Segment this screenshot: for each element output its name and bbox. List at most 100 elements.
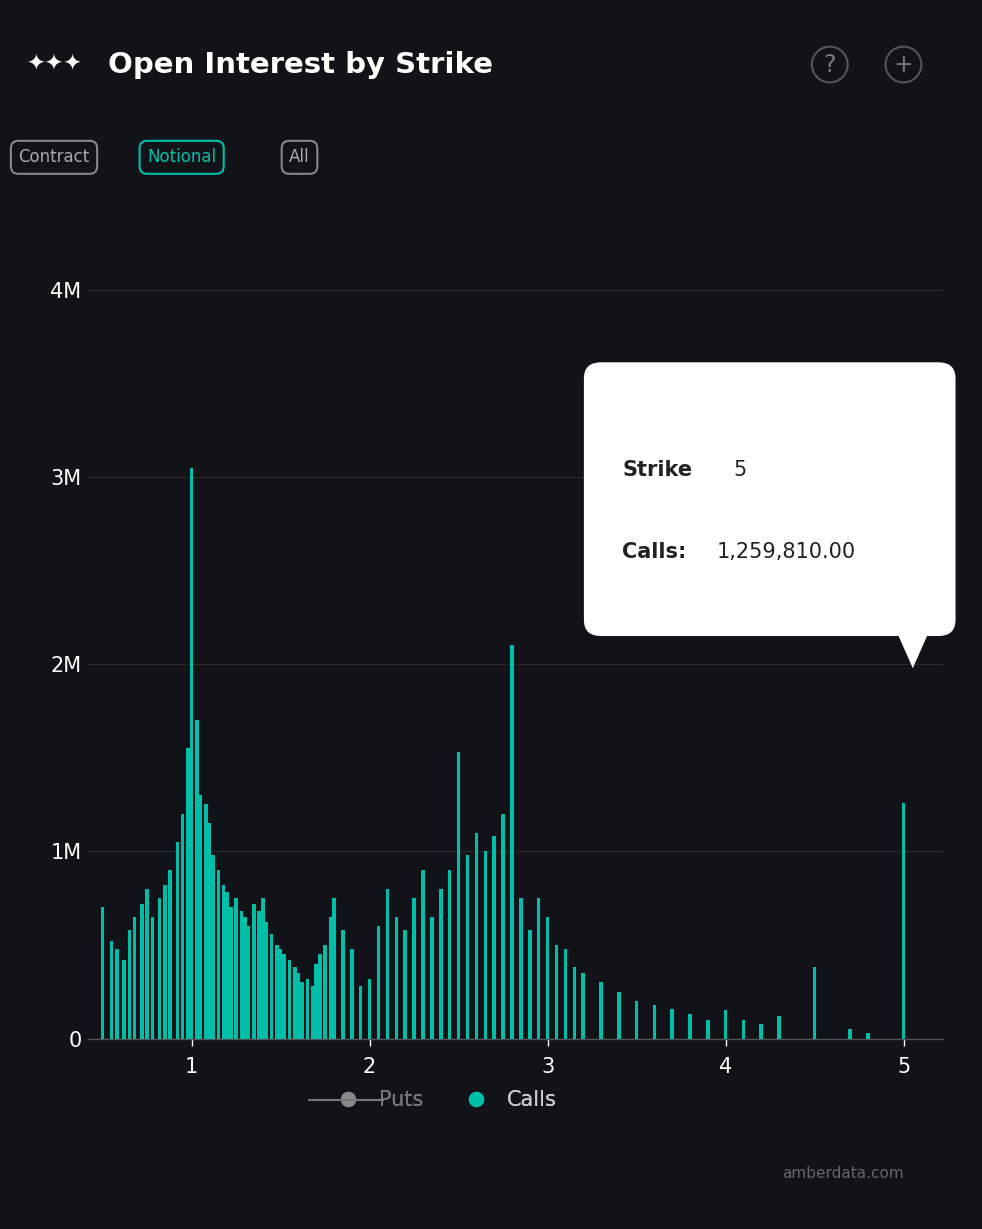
Bar bbox=[158, 898, 161, 1039]
Bar bbox=[724, 1010, 728, 1039]
Text: Strike: Strike bbox=[623, 460, 692, 481]
Bar bbox=[190, 467, 193, 1039]
Bar bbox=[150, 917, 154, 1039]
Bar bbox=[293, 967, 297, 1039]
Polygon shape bbox=[892, 619, 934, 669]
Text: ✦✦✦: ✦✦✦ bbox=[27, 54, 82, 75]
Bar bbox=[297, 973, 300, 1039]
Bar bbox=[465, 855, 469, 1039]
Bar bbox=[412, 898, 416, 1039]
Bar bbox=[195, 720, 198, 1039]
Bar bbox=[395, 917, 398, 1039]
Text: 5: 5 bbox=[734, 460, 746, 481]
Bar bbox=[519, 898, 522, 1039]
Bar bbox=[305, 978, 309, 1039]
Bar bbox=[169, 870, 172, 1039]
Bar bbox=[741, 1020, 745, 1039]
Bar bbox=[261, 898, 264, 1039]
Bar bbox=[226, 892, 229, 1039]
Bar bbox=[653, 1005, 656, 1039]
Bar bbox=[163, 885, 167, 1039]
Bar bbox=[813, 967, 816, 1039]
Bar bbox=[283, 954, 286, 1039]
Text: Contract: Contract bbox=[19, 149, 89, 166]
Bar bbox=[511, 645, 514, 1039]
Bar bbox=[688, 1014, 691, 1039]
Text: Notional: Notional bbox=[147, 149, 216, 166]
Text: All: All bbox=[289, 149, 310, 166]
Bar bbox=[222, 885, 226, 1039]
Bar bbox=[671, 1009, 674, 1039]
Bar bbox=[866, 1032, 870, 1039]
Text: 1,259,810.00: 1,259,810.00 bbox=[716, 542, 855, 563]
Bar bbox=[311, 986, 314, 1039]
Bar bbox=[246, 927, 250, 1039]
Bar bbox=[101, 907, 104, 1039]
Bar bbox=[528, 930, 531, 1039]
Bar bbox=[377, 927, 380, 1039]
Bar bbox=[128, 930, 132, 1039]
Bar bbox=[204, 805, 207, 1039]
Text: Open Interest by Strike: Open Interest by Strike bbox=[108, 50, 493, 79]
Bar bbox=[617, 992, 621, 1039]
Text: +: + bbox=[894, 53, 913, 76]
Bar bbox=[404, 930, 407, 1039]
Bar bbox=[439, 889, 443, 1039]
Bar bbox=[110, 941, 113, 1039]
Bar bbox=[457, 752, 461, 1039]
Bar bbox=[229, 907, 233, 1039]
Bar bbox=[421, 870, 425, 1039]
Bar bbox=[777, 1016, 781, 1039]
Bar bbox=[275, 945, 279, 1039]
Bar bbox=[207, 823, 211, 1039]
Bar bbox=[270, 934, 273, 1039]
Bar bbox=[332, 898, 336, 1039]
Bar bbox=[848, 1029, 852, 1039]
Bar bbox=[474, 832, 478, 1039]
Bar bbox=[581, 973, 585, 1039]
Bar bbox=[430, 917, 434, 1039]
Bar bbox=[492, 836, 496, 1039]
Bar bbox=[318, 954, 321, 1039]
Bar bbox=[279, 949, 283, 1039]
Bar bbox=[240, 911, 244, 1039]
Bar bbox=[235, 898, 238, 1039]
Bar bbox=[198, 795, 202, 1039]
Bar bbox=[341, 930, 345, 1039]
Bar bbox=[501, 814, 505, 1039]
Bar bbox=[759, 1024, 763, 1039]
Bar bbox=[140, 903, 143, 1039]
Legend: Puts, Calls: Puts, Calls bbox=[319, 1082, 565, 1118]
Bar bbox=[448, 870, 452, 1039]
Bar bbox=[599, 982, 603, 1039]
Bar bbox=[252, 903, 255, 1039]
Bar bbox=[573, 967, 576, 1039]
Bar bbox=[546, 917, 549, 1039]
Bar bbox=[358, 986, 362, 1039]
Bar bbox=[264, 923, 268, 1039]
FancyBboxPatch shape bbox=[584, 363, 955, 637]
Bar bbox=[329, 917, 332, 1039]
Bar bbox=[176, 842, 179, 1039]
Bar bbox=[187, 748, 190, 1039]
Bar bbox=[323, 945, 327, 1039]
Bar bbox=[133, 917, 136, 1039]
Bar bbox=[634, 1002, 638, 1039]
Bar bbox=[216, 870, 220, 1039]
Bar bbox=[244, 917, 246, 1039]
Bar bbox=[115, 949, 119, 1039]
Bar bbox=[350, 949, 354, 1039]
Bar bbox=[288, 960, 292, 1039]
Bar bbox=[483, 852, 487, 1039]
Bar bbox=[564, 949, 568, 1039]
Bar bbox=[257, 911, 261, 1039]
Text: amberdata.com: amberdata.com bbox=[782, 1166, 903, 1181]
Bar bbox=[300, 982, 303, 1039]
Bar bbox=[537, 898, 540, 1039]
Bar bbox=[706, 1020, 710, 1039]
Bar bbox=[368, 978, 371, 1039]
Bar bbox=[181, 814, 185, 1039]
Bar bbox=[386, 889, 389, 1039]
Bar bbox=[122, 960, 126, 1039]
Bar bbox=[901, 803, 905, 1039]
